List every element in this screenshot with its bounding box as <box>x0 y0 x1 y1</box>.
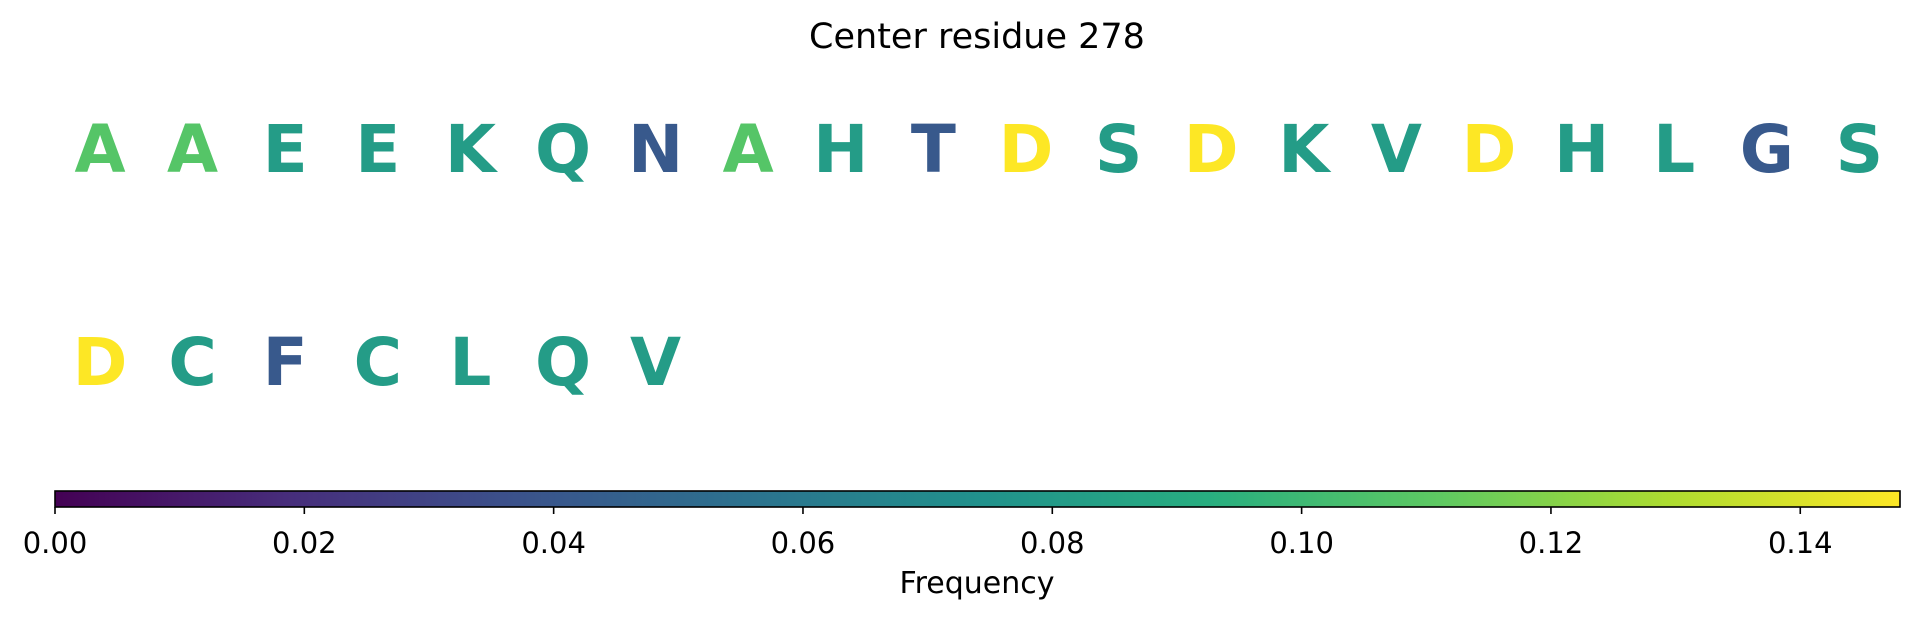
colorbar-tick-label: 0.14 <box>1768 526 1833 560</box>
residue-letter: C <box>168 324 216 401</box>
colorbar-tick-label: 0.08 <box>1020 526 1085 560</box>
residue-letter: K <box>445 111 499 188</box>
residue-letter: A <box>74 111 125 188</box>
residue-letter: A <box>723 111 774 188</box>
colorbar-tick-label: 0.04 <box>521 526 586 560</box>
residue-letter: F <box>263 324 308 401</box>
residue-letter: D <box>1462 111 1517 188</box>
residue-letter: H <box>1554 111 1609 188</box>
residue-letter: K <box>1278 111 1332 188</box>
colorbar-tick-label: 0.10 <box>1269 526 1334 560</box>
colorbar-ticks: 0.00 0.02 0.04 0.06 0.08 0.10 0.12 0.14 <box>23 507 1833 560</box>
residue-letter: T <box>911 111 956 188</box>
colorbar-gradient <box>54 490 1901 508</box>
residue-letter: S <box>1095 111 1143 188</box>
residue-letter: D <box>73 324 128 401</box>
residue-letter: L <box>1653 111 1695 188</box>
colorbar: 0.00 0.02 0.04 0.06 0.08 0.10 0.12 0.14 Frequen… <box>23 490 1901 601</box>
residue-letter: A <box>167 111 218 188</box>
residue-letter: G <box>1740 111 1794 188</box>
colorbar-label: Frequency <box>900 566 1055 601</box>
colorbar-tick-label: 0.12 <box>1519 526 1584 560</box>
logo-rows: A A E E K Q N A H T D S D K V D H L G SD C F C L Q V <box>73 111 1884 401</box>
residue-letter: E <box>355 111 400 188</box>
residue-letter: D <box>999 111 1054 188</box>
residue-letter: V <box>1371 111 1422 188</box>
colorbar-tick-label: 0.02 <box>272 526 337 560</box>
colorbar-tick-label: 0.06 <box>771 526 836 560</box>
residue-letter: H <box>813 111 868 188</box>
residue-letter: V <box>630 324 681 401</box>
residue-letter: L <box>449 324 491 401</box>
residue-letter: S <box>1836 111 1884 188</box>
residue-letter: Q <box>535 324 591 401</box>
residue-letter: C <box>354 324 402 401</box>
colorbar-tick-label: 0.00 <box>23 526 88 560</box>
residue-letter: N <box>628 111 683 188</box>
chart-title: Center residue 278 <box>809 17 1145 57</box>
residue-letter: D <box>1184 111 1239 188</box>
residue-letter: E <box>263 111 308 188</box>
residue-letter: Q <box>535 111 591 188</box>
